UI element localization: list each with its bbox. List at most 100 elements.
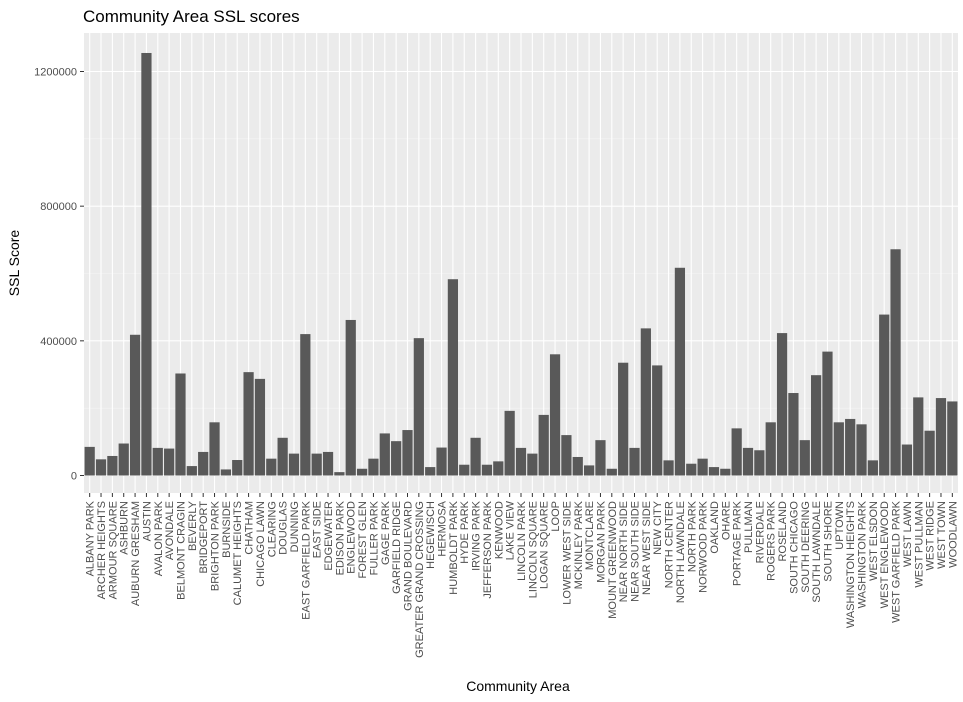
x-tick-label: IRVING PARK bbox=[471, 500, 483, 571]
x-tick-label: FOREST GLEN bbox=[357, 501, 369, 578]
x-tick-label: AUSTIN bbox=[141, 501, 153, 541]
bar bbox=[867, 460, 878, 476]
x-tick-label: PORTAGE PARK bbox=[732, 500, 744, 586]
x-tick-label: BURNSIDE bbox=[221, 501, 233, 558]
chart-title: Community Area SSL scores bbox=[83, 7, 300, 26]
bar bbox=[266, 458, 277, 476]
bar bbox=[141, 52, 152, 476]
bar bbox=[754, 450, 765, 476]
x-tick-label: BRIGHTON PARK bbox=[210, 500, 222, 591]
y-axis-title: SSL Score bbox=[6, 230, 22, 297]
bar bbox=[527, 453, 538, 476]
x-tick-label: WOODLAWN bbox=[947, 501, 959, 568]
x-tick-label: SOUTH CHICAGO bbox=[788, 501, 800, 594]
x-tick-label: SOUTH DEERING bbox=[800, 501, 812, 593]
x-tick-label: KENWOOD bbox=[493, 501, 505, 559]
bar bbox=[368, 458, 379, 476]
x-tick-label: EAST GARFIELD PARK bbox=[300, 500, 312, 619]
bar bbox=[538, 414, 549, 476]
x-tick-label: WEST GARFIELD PARK bbox=[891, 500, 903, 623]
bar bbox=[742, 447, 754, 476]
bar bbox=[425, 467, 436, 476]
bar bbox=[731, 428, 742, 476]
bar bbox=[901, 444, 913, 476]
bar bbox=[811, 375, 822, 476]
bar bbox=[776, 333, 788, 476]
x-tick-label: CHICAGO LAWN bbox=[255, 501, 267, 587]
x-tick-label: WEST TOWN bbox=[936, 501, 948, 569]
bar bbox=[652, 365, 663, 476]
x-tick-label: WEST PULLMAN bbox=[913, 501, 925, 588]
bar bbox=[674, 267, 686, 476]
bar bbox=[765, 422, 776, 476]
bar bbox=[720, 468, 731, 476]
x-tick-label: MONTCLARE bbox=[584, 501, 596, 570]
bar bbox=[345, 319, 356, 476]
bar bbox=[209, 422, 220, 476]
bar bbox=[175, 373, 186, 476]
x-tick-label: RIVERDALE bbox=[754, 501, 766, 563]
bar bbox=[243, 372, 254, 476]
x-tick-label: NORTH LAWNDALE bbox=[675, 501, 687, 603]
x-tick-label: WEST ENGLEWOOD bbox=[879, 501, 891, 608]
x-tick-label: ASHBURN bbox=[119, 501, 131, 555]
bar bbox=[493, 461, 504, 476]
x-tick-label: PULLMAN bbox=[743, 501, 755, 553]
x-tick-label: ENGLEWOOD bbox=[346, 501, 358, 574]
bar bbox=[663, 460, 674, 476]
x-tick-label: ROGERS PARK bbox=[766, 500, 778, 581]
bar bbox=[164, 448, 175, 476]
bar bbox=[129, 334, 141, 476]
x-tick-label: NEAR SOUTH SIDE bbox=[630, 501, 642, 602]
x-axis-title: Community Area bbox=[466, 678, 570, 694]
x-tick-label: CALUMET HEIGHTS bbox=[232, 501, 244, 605]
bar bbox=[833, 422, 844, 476]
x-tick-label: SOUTH SHORE bbox=[822, 501, 834, 582]
bar bbox=[935, 398, 947, 476]
bars bbox=[84, 52, 958, 476]
bar bbox=[220, 469, 231, 476]
x-tick-label: HEGEWISCH bbox=[425, 501, 437, 569]
x-tick-label: GREATER GRAND CROSSING bbox=[414, 501, 426, 658]
x-tick-label: BELMONT CRAGIN bbox=[175, 501, 187, 600]
x-tick-label: BRIDGEPORT bbox=[198, 501, 210, 574]
x-tick-label: NEAR WEST SIDE bbox=[641, 501, 653, 595]
x-tick-label: MOUNT GREENWOOD bbox=[607, 501, 619, 619]
x-tick-label: MCKINLEY PARK bbox=[573, 500, 585, 589]
x-tick-label: OAKLAND bbox=[709, 501, 721, 554]
x-tick-label: LOWER WEST SIDE bbox=[561, 501, 573, 605]
bar bbox=[300, 334, 311, 476]
y-axis: 0 400000 800000 1200000 bbox=[34, 67, 84, 483]
x-tick-label: ARCHER HEIGHTS bbox=[96, 501, 108, 599]
x-tick-label: SOUTH LAWNDALE bbox=[811, 501, 823, 603]
bar bbox=[788, 393, 799, 476]
bar bbox=[686, 463, 697, 476]
y-tick-label: 1200000 bbox=[34, 67, 77, 79]
bar bbox=[504, 410, 515, 476]
x-tick-label: HYDE PARK bbox=[459, 500, 471, 563]
bar bbox=[799, 440, 810, 476]
bar bbox=[436, 447, 447, 476]
bar bbox=[402, 430, 413, 476]
x-tick-label: NEAR NORTH SIDE bbox=[618, 501, 630, 602]
x-tick-label: UPTOWN bbox=[834, 501, 846, 550]
bar bbox=[561, 435, 572, 476]
bar bbox=[572, 456, 583, 476]
x-tick-label: LOGAN SQUARE bbox=[539, 501, 551, 589]
x-tick-label: EDISON PARK bbox=[334, 500, 346, 575]
bar bbox=[322, 451, 334, 476]
x-tick-label: LINCOLN SQUARE bbox=[527, 501, 539, 598]
x-tick-label: AVALON PARK bbox=[153, 500, 165, 576]
bar bbox=[879, 314, 890, 476]
x-tick-label: NORTH PARK bbox=[686, 500, 698, 572]
bar bbox=[924, 430, 935, 476]
bar bbox=[277, 437, 288, 476]
bar bbox=[118, 443, 129, 476]
x-tick-label: LINCOLN PARK bbox=[516, 500, 528, 581]
bar bbox=[640, 328, 651, 476]
y-tick-label: 0 bbox=[71, 471, 77, 483]
bar bbox=[947, 401, 958, 476]
x-tick-label: NEW CITY bbox=[652, 500, 664, 554]
bar bbox=[845, 418, 856, 476]
